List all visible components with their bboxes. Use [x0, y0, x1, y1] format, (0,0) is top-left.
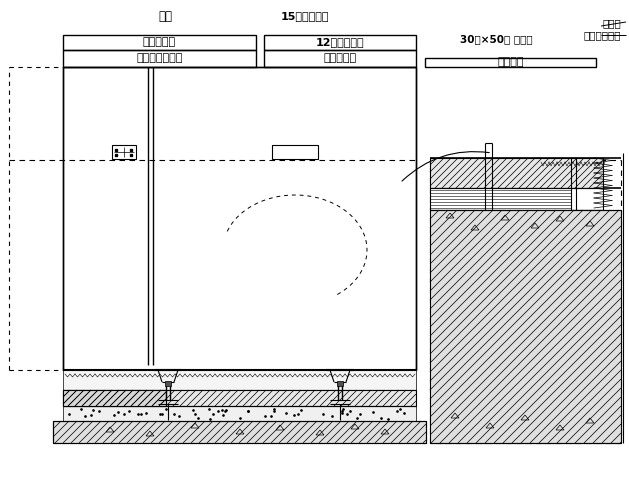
Bar	[425, 58, 596, 67]
Text: 30㎜×50㎜ 木龙骨: 30㎜×50㎜ 木龙骨	[460, 34, 532, 44]
Bar	[53, 421, 426, 443]
Bar	[63, 370, 416, 390]
Bar	[63, 67, 416, 370]
Text: 耐模胶: 耐模胶	[602, 18, 621, 28]
Bar	[63, 50, 256, 67]
Bar	[63, 390, 166, 406]
Bar	[63, 406, 416, 421]
Bar	[63, 35, 256, 50]
Bar	[165, 381, 171, 386]
Bar	[112, 145, 136, 159]
Text: 石材门槛石: 石材门槛石	[143, 37, 176, 47]
Text: 断面: 断面	[289, 148, 301, 156]
Text: 建筑结构层: 建筑结构层	[323, 54, 357, 64]
Bar	[63, 390, 416, 406]
Bar	[264, 50, 416, 67]
Bar	[430, 188, 603, 210]
Bar	[430, 158, 603, 188]
Text: 门套: 门套	[158, 10, 172, 22]
Text: 找平层层: 找平层层	[498, 57, 524, 67]
Text: 12㎜厚多层板: 12㎜厚多层板	[316, 37, 364, 47]
Bar	[337, 381, 343, 386]
Bar	[264, 35, 416, 50]
Bar	[272, 145, 318, 159]
Text: 水泥砂浆结合层: 水泥砂浆结合层	[136, 54, 182, 64]
Text: 与石材同色素: 与石材同色素	[584, 30, 621, 40]
Bar	[430, 210, 621, 443]
Text: 15㎜厚木地板: 15㎜厚木地板	[281, 11, 329, 21]
